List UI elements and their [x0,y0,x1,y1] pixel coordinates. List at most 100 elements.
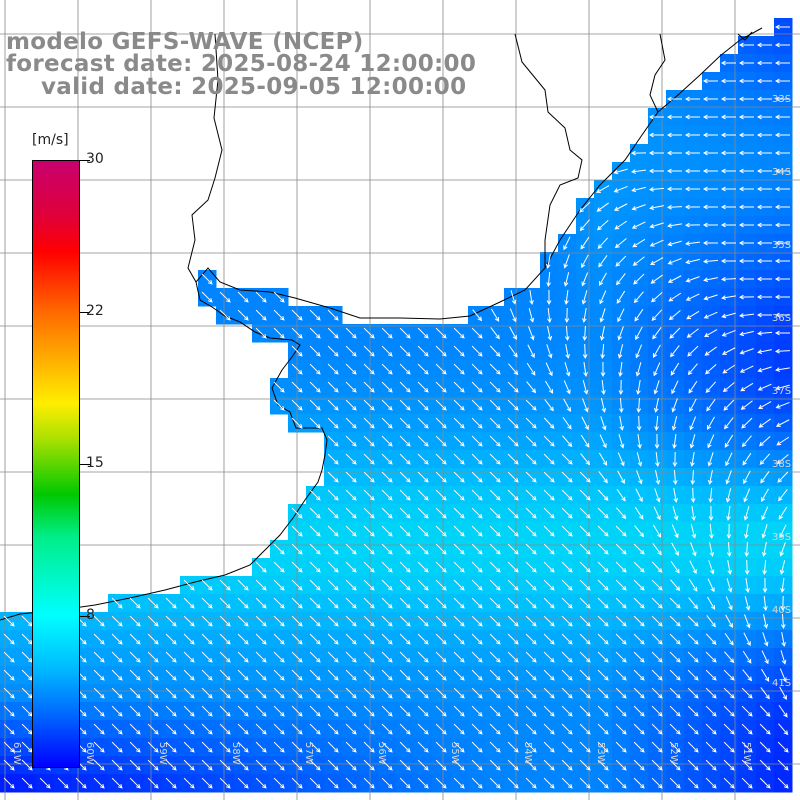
wind-arrow [525,597,537,609]
wind-arrow [273,399,285,411]
wind-arrow [720,168,736,174]
wind-arrow [689,434,696,449]
wind-arrow [776,436,790,446]
wind-arrow [669,651,681,663]
wind-arrow [762,614,769,629]
wind-arrow [417,777,429,789]
wind-arrow [684,222,701,228]
lon-label: 58W [230,742,241,765]
wind-arrow [471,507,483,519]
wind-arrow [309,327,321,339]
wind-arrow [633,687,645,699]
wind-arrow [634,506,644,520]
wind-arrow [614,238,627,249]
wind-arrow [399,435,411,447]
wind-arrow [399,381,411,393]
wind-arrow [651,705,663,717]
wind-arrow [564,289,569,305]
wind-arrow [561,615,573,627]
wind-arrow [490,327,500,340]
wind-arrow [183,687,195,699]
wind-arrow [690,487,696,504]
wind-arrow [291,327,303,339]
wind-arrow [673,488,679,503]
wind-arrow [655,451,660,467]
colorbar-tick [80,464,90,465]
wind-arrow [741,435,752,448]
wind-arrow [720,60,736,66]
wind-arrow [363,777,375,789]
lon-label: 54W [522,742,533,765]
wind-arrow [563,398,571,413]
wind-arrow [291,363,303,375]
wind-arrow [597,705,609,717]
model-title: modelo GEFS-WAVE (NCEP) [6,29,364,55]
wind-arrow [525,723,537,735]
wind-arrow [345,435,357,447]
wind-arrow [758,401,772,409]
wind-arrow [507,507,519,519]
wind-arrow [399,705,411,717]
wind-arrow [327,381,339,393]
wind-arrow [705,705,717,717]
wind-arrow [57,777,69,789]
wind-arrow [705,363,717,375]
wind-arrow [651,777,663,789]
wind-arrow [417,489,429,501]
wind-arrow [543,669,555,681]
wind-arrow [631,169,647,174]
wind-arrow [273,381,285,393]
wind-arrow [704,346,717,356]
wind-arrow [255,309,267,321]
wind-arrow [21,705,33,717]
wind-arrow [669,777,681,789]
wind-arrow [507,651,519,663]
wind-arrow [666,168,682,174]
wind-arrow [702,204,718,210]
wind-arrow [111,615,123,627]
wind-arrow [363,507,375,519]
wind-arrow [219,741,231,753]
wind-arrow [255,327,267,339]
wind-arrow [687,615,699,627]
wind-arrow [435,381,447,393]
wind-arrow [706,615,716,628]
wind-arrow [708,487,713,504]
wind-arrow [615,777,627,789]
wind-arrow [381,723,393,735]
wind-arrow [93,633,105,645]
wind-arrow [688,578,698,592]
wind-arrow [723,687,735,699]
wind-arrow [507,435,519,447]
wind-arrow [687,705,699,717]
wind-arrow [399,633,411,645]
wind-arrow [291,615,303,627]
lon-label: 53W [595,742,606,765]
wind-arrow [705,669,717,681]
wind-arrow [381,399,393,411]
wind-arrow [756,331,773,336]
wind-arrow [651,723,663,735]
wind-arrow [237,615,249,627]
wind-arrow [597,615,609,627]
wind-arrow [634,525,645,538]
wind-arrow [579,507,591,519]
wind-arrow [651,615,663,627]
wind-arrow [722,364,736,374]
wind-arrow [774,42,790,48]
wind-arrow [291,543,303,555]
wind-arrow [453,507,465,519]
wind-arrow [507,687,519,699]
wind-arrow [435,453,447,465]
wind-arrow [309,705,321,717]
wind-arrow [720,96,736,102]
wind-arrow [147,597,159,609]
wind-arrow [613,203,628,211]
wind-arrow [651,687,663,699]
wind-arrow [649,239,664,247]
wind-arrow [689,560,697,575]
wind-arrow [417,363,429,375]
wind-arrow [417,615,429,627]
wind-arrow [666,204,683,210]
wind-arrow [219,723,231,735]
